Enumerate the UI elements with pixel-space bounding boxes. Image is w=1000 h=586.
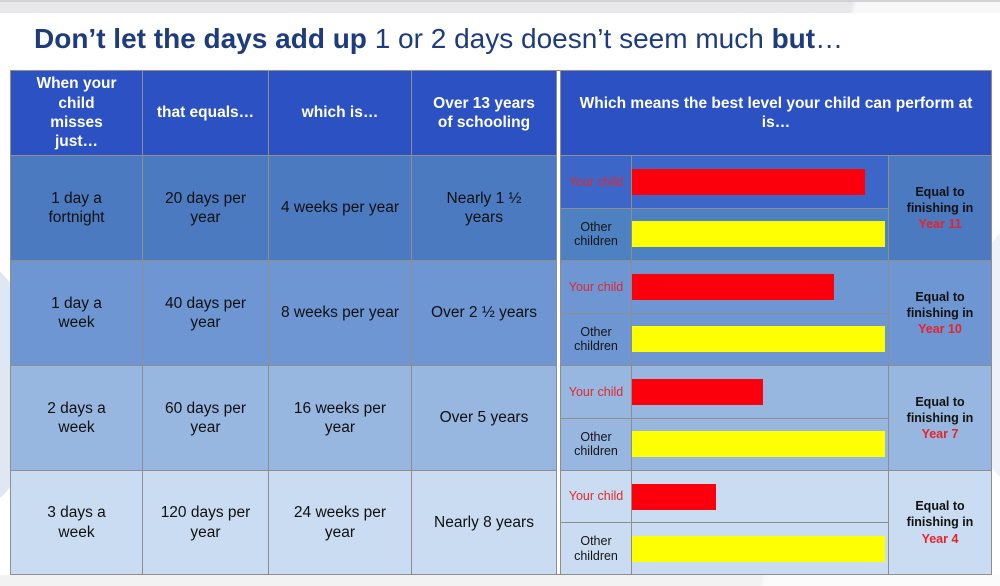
- other-children-bar: [632, 221, 886, 248]
- cell-misses: 1 day a fortnight: [11, 156, 142, 260]
- other-children-label: Other children: [561, 312, 631, 365]
- top-decorative-band: [0, 0, 1000, 13]
- year-level-text: Year 11: [918, 217, 962, 232]
- equal-to-text: Equal to finishing in: [906, 499, 974, 530]
- equal-to-text: Equal to finishing in: [906, 289, 974, 320]
- header-best-level: Which means the best level your child ca…: [561, 71, 991, 155]
- cell-schooling: Nearly 8 years: [412, 471, 556, 574]
- year-level-text: Year 10: [918, 322, 962, 337]
- your-child-label: Your child: [561, 471, 631, 522]
- bar-chart-cell: [632, 156, 888, 260]
- page-title: Don’t let the days add up 1 or 2 days do…: [34, 23, 984, 55]
- equal-to-text: Equal to finishing in: [906, 184, 974, 215]
- title-regular-segment: 1 or 2 days doesn’t seem much: [366, 23, 772, 54]
- your-child-label: Your child: [561, 366, 631, 418]
- your-child-bar: [632, 168, 865, 195]
- cell-equals: 60 days per year: [143, 366, 268, 470]
- your-child-bar: [632, 483, 717, 510]
- equal-to-cell: Equal to finishing in Year 7: [889, 366, 991, 470]
- equal-to-text: Equal to finishing in: [906, 394, 974, 425]
- your-child-label: Your child: [561, 156, 631, 208]
- bar-labels-cell: Your child Other children: [561, 471, 631, 574]
- bar-labels-cell: Your child Other children: [561, 261, 631, 365]
- equal-to-cell: Equal to finishing in Year 4: [889, 471, 991, 574]
- other-children-label: Other children: [561, 417, 631, 470]
- spacer-column: [557, 71, 560, 574]
- cell-equals: 120 days per year: [143, 471, 268, 574]
- title-bold-segment: Don’t let the days add up: [34, 23, 367, 54]
- cell-equals: 20 days per year: [143, 156, 268, 260]
- attendance-table: When your child misses just… that equals…: [10, 70, 992, 575]
- other-children-bar: [632, 431, 886, 458]
- cell-equals: 40 days per year: [143, 261, 268, 365]
- year-level-text: Year 7: [921, 427, 959, 442]
- bar-chart-cell: [632, 261, 888, 365]
- your-child-bar: [632, 273, 835, 300]
- cell-misses: 3 days a week: [11, 471, 142, 574]
- bar-chart-cell: [632, 471, 888, 574]
- equal-to-cell: Equal to finishing in Year 10: [889, 261, 991, 365]
- cell-misses: 1 day a week: [11, 261, 142, 365]
- other-children-label: Other children: [561, 522, 631, 574]
- title-but-segment: but: [771, 23, 816, 54]
- bottom-decorative-band: [0, 575, 1000, 586]
- cell-schooling: Nearly 1 ½ years: [412, 156, 556, 260]
- other-children-label: Other children: [561, 207, 631, 260]
- cell-schooling: Over 5 years: [412, 366, 556, 470]
- other-children-bar: [632, 326, 886, 353]
- your-child-bar: [632, 378, 763, 405]
- bar-chart-cell: [632, 366, 888, 470]
- bar-labels-cell: Your child Other children: [561, 156, 631, 260]
- header-equals: that equals…: [143, 71, 268, 155]
- cell-which-is: 16 weeks per year: [269, 366, 411, 470]
- equal-to-cell: Equal to finishing in Year 11: [889, 156, 991, 260]
- year-level-text: Year 4: [921, 531, 959, 546]
- title-ellipsis: …: [815, 23, 844, 54]
- bar-labels-cell: Your child Other children: [561, 366, 631, 470]
- cell-misses: 2 days a week: [11, 366, 142, 470]
- cell-schooling: Over 2 ½ years: [412, 261, 556, 365]
- cell-which-is: 4 weeks per year: [269, 156, 411, 260]
- header-misses: When your child misses just…: [11, 71, 142, 155]
- header-which-is: which is…: [269, 71, 411, 155]
- other-children-bar: [632, 535, 886, 562]
- cell-which-is: 8 weeks per year: [269, 261, 411, 365]
- header-schooling: Over 13 years of schooling: [412, 71, 556, 155]
- your-child-label: Your child: [561, 261, 631, 313]
- cell-which-is: 24 weeks per year: [269, 471, 411, 574]
